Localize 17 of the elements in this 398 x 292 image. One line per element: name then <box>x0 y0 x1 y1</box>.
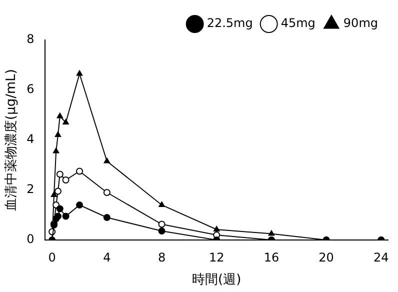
x-axis-title: 時間(週) <box>192 272 242 288</box>
y-tick-label: 6 <box>26 82 34 96</box>
x-tick-label: 16 <box>264 250 280 264</box>
x-tick-label: 0 <box>48 250 56 264</box>
legend-label: 90mg <box>343 16 378 30</box>
y-axis-title: 血清中薬物濃度(μg/mL) <box>3 69 20 211</box>
y-tick-label: 0 <box>26 232 34 246</box>
y-tick-label: 8 <box>26 32 34 46</box>
x-tick-label: 20 <box>318 250 334 264</box>
x-tick-label: 4 <box>103 250 111 264</box>
legend-label: 22.5mg <box>206 16 253 30</box>
y-tick-label: 4 <box>26 132 34 146</box>
x-tick-label: 8 <box>158 250 166 264</box>
legend-label: 45mg <box>280 16 316 30</box>
x-tick-label: 12 <box>208 250 224 264</box>
y-tick-label: 2 <box>26 182 34 196</box>
x-tick-label: 24 <box>374 250 389 264</box>
